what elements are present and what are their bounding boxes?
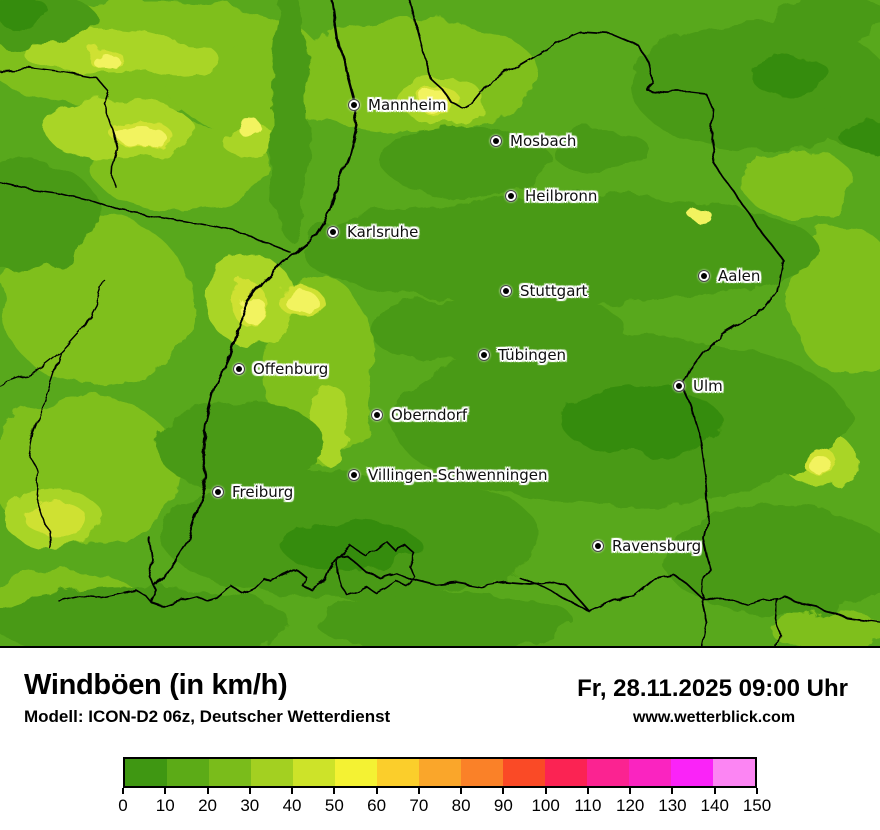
legend-tick [417, 788, 420, 794]
border-bodensee-west [519, 577, 590, 612]
legend-tick [460, 788, 463, 794]
border-alsace-north [0, 181, 291, 253]
legend-tick-label: 40 [282, 796, 302, 815]
terrain-darker-patches [0, 0, 880, 570]
legend-tick [544, 788, 547, 794]
legend-tick-label: 60 [367, 796, 387, 815]
legend-tick-label: 90 [493, 796, 513, 815]
border-france-south [28, 351, 63, 549]
legend-colorbar [123, 757, 757, 788]
legend-segment [293, 759, 335, 786]
legend-tick [671, 788, 674, 794]
legend-segment [629, 759, 671, 786]
legend-segment [461, 759, 503, 786]
terrain-bright-spots [91, 53, 832, 473]
legend-segment [713, 759, 755, 786]
legend-tick [586, 788, 589, 794]
legend-tick [333, 788, 336, 794]
wind-gust-map: Mannheim Mosbach Heilbronn Karlsruhe Stuttga… [0, 0, 880, 648]
legend-tick-label: 100 [531, 796, 560, 815]
border-palatinate [0, 67, 118, 189]
legend-tick-label: 0 [118, 796, 128, 815]
legend-tick-label: 150 [742, 796, 772, 815]
terrain-dark-patches [0, 0, 880, 646]
border-schaffhausen [336, 540, 415, 595]
legend-tick-label: 50 [324, 796, 344, 815]
legend-tick [291, 788, 294, 794]
border-swiss-hochrhein [148, 537, 590, 612]
legend-segment [167, 759, 209, 786]
legend-tick-label: 20 [198, 796, 217, 815]
legend-tick [756, 788, 758, 794]
legend-tick [502, 788, 505, 794]
legend-segment [545, 759, 587, 786]
map-canvas [0, 0, 880, 646]
state-borders [0, 0, 880, 646]
model-info: Modell: ICON-D2 06z, Deutscher Wetterdie… [24, 707, 391, 726]
legend-tick [206, 788, 209, 794]
border-rhine [153, 0, 359, 586]
legend-segment [419, 759, 461, 786]
legend-tick-label: 140 [700, 796, 729, 815]
map-title: Windböen (in km/h) [24, 669, 288, 701]
legend-segment [587, 759, 629, 786]
legend-tick-label: 70 [409, 796, 429, 815]
border-north [408, 0, 581, 109]
legend-segment [209, 759, 251, 786]
legend-tick [629, 788, 632, 794]
legend-segment [335, 759, 377, 786]
legend-tick-label: 80 [451, 796, 471, 815]
legend-segment [377, 759, 419, 786]
legend-segment [671, 759, 713, 786]
legend-segment [251, 759, 293, 786]
border-basel [57, 589, 152, 603]
legend-tick [375, 788, 378, 794]
legend-tick-label: 30 [240, 796, 260, 815]
legend-segment [503, 759, 545, 786]
border-austria-branch [774, 599, 780, 646]
legend-tick [164, 788, 167, 794]
border-austria [588, 574, 880, 624]
legend-tick-label: 110 [574, 796, 602, 815]
legend-tick-label: 10 [155, 796, 175, 815]
legend-tick-label: 120 [616, 796, 645, 815]
legend-tick [713, 788, 716, 794]
border-bavaria [579, 31, 784, 646]
website-url: www.wetterblick.com [632, 709, 796, 726]
legend-tick [248, 788, 251, 794]
legend-tick [122, 788, 124, 794]
legend-segment [125, 759, 167, 786]
legend-tick-label: 130 [658, 796, 687, 815]
forecast-datetime: Fr, 28.11.2025 09:00 Uhr [577, 675, 848, 702]
